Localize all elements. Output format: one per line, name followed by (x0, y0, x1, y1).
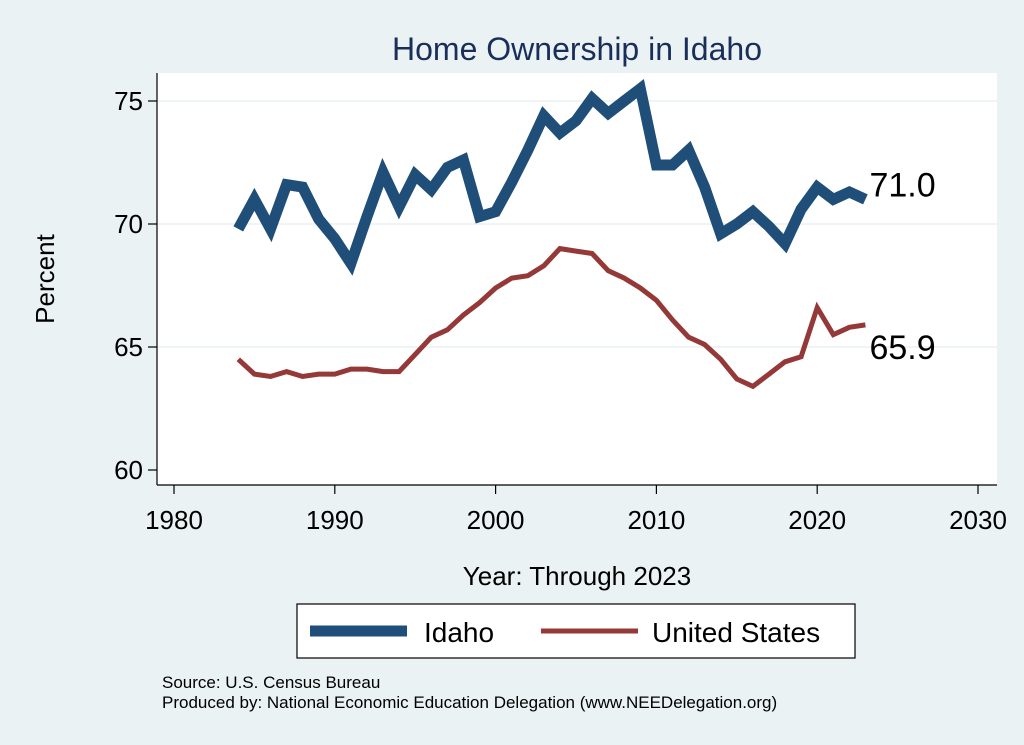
x-tick-label: 1980 (145, 505, 203, 535)
y-tick-label: 75 (114, 86, 143, 116)
end-labels: 71.0 65.9 (869, 166, 935, 366)
series-lines (233, 79, 868, 390)
y-axis-ticks: 60 65 70 75 (114, 86, 157, 485)
chart-title: Home Ownership in Idaho (392, 31, 762, 67)
x-tick-label: 2020 (788, 505, 846, 535)
x-tick-label: 2010 (627, 505, 685, 535)
end-label-idaho: 71.0 (869, 166, 935, 204)
x-tick-label: 2000 (467, 505, 525, 535)
legend-label-idaho: Idaho (424, 617, 494, 648)
series-line-united-states (236, 245, 866, 390)
end-label-united-states: 65.9 (869, 329, 935, 367)
x-tick-label: 2030 (949, 505, 1007, 535)
series-line-idaho (233, 79, 868, 276)
plot-area (157, 73, 997, 485)
x-tick-label: 1990 (306, 505, 364, 535)
y-tick-label: 60 (114, 455, 143, 485)
produced-by-note: Produced by: National Economic Education… (162, 693, 777, 712)
legend-label-united-states: United States (652, 617, 820, 648)
y-tick-label: 70 (114, 209, 143, 239)
legend: Idaho United States (296, 603, 856, 659)
x-axis-ticks: 1980 1990 2000 2010 2020 2030 (145, 485, 1007, 535)
y-axis-title: Percent (30, 233, 60, 323)
source-note: Source: U.S. Census Bureau (162, 673, 380, 692)
gridlines (157, 100, 997, 348)
y-tick-label: 65 (114, 332, 143, 362)
x-axis-title: Year: Through 2023 (463, 561, 691, 591)
